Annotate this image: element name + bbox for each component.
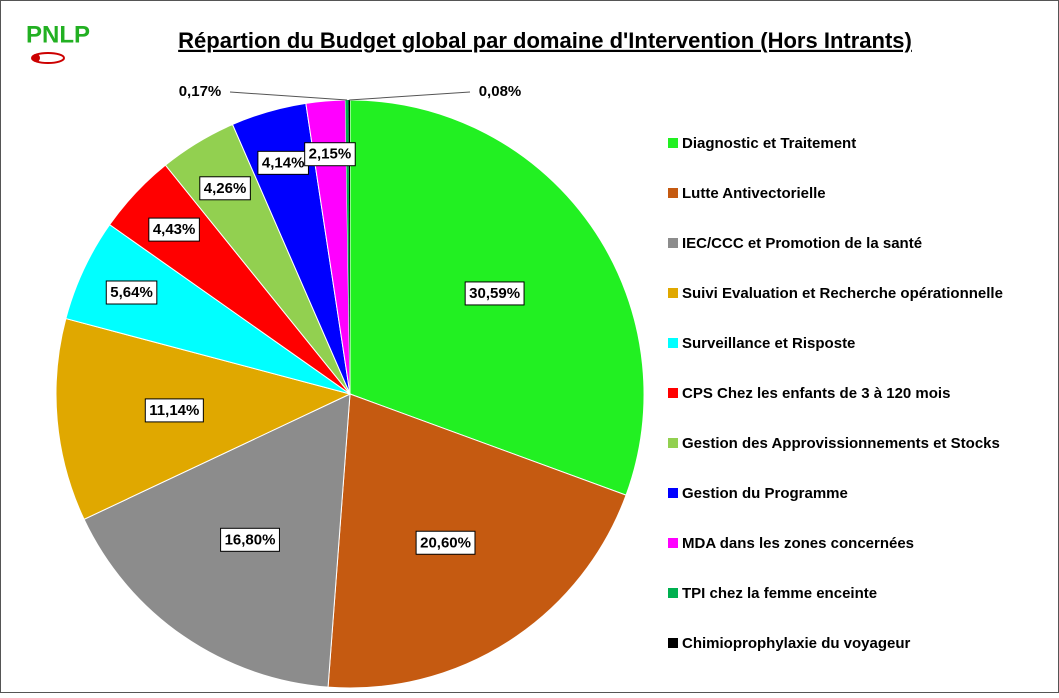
logo-dot <box>32 54 40 62</box>
label-box <box>464 281 525 306</box>
data-label: 16,80% <box>225 531 276 548</box>
data-label: 20,60% <box>420 534 471 551</box>
data-label-box: 30,59% <box>464 281 525 306</box>
legend-label: Diagnostic et Traitement <box>682 135 856 152</box>
label-box <box>415 530 476 555</box>
legend-label: Chimioprophylaxie du voyageur <box>682 635 911 652</box>
leader-line <box>349 91 471 101</box>
data-label: 0,08% <box>479 83 522 100</box>
legend-swatch <box>668 188 678 198</box>
label-box <box>144 398 204 423</box>
legend-swatch <box>668 338 678 348</box>
data-label-box: 5,64% <box>105 280 158 305</box>
pie-slice <box>348 100 350 394</box>
data-label: 4,43% <box>153 221 196 238</box>
legend-swatch <box>668 288 678 298</box>
data-label: 11,14% <box>149 402 199 419</box>
legend-swatch <box>668 538 678 548</box>
data-label-box: 20,60% <box>415 530 476 555</box>
legend-label: Surveillance et Risposte <box>682 335 855 352</box>
data-label-box: 4,14% <box>257 150 309 175</box>
legend-label: TPI chez la femme enceinte <box>682 585 877 602</box>
data-label-box: 4,26% <box>199 176 251 201</box>
data-label: 4,14% <box>262 154 305 171</box>
legend-swatch <box>668 388 678 398</box>
data-label: 2,15% <box>309 146 352 163</box>
data-label: 0,17% <box>179 83 222 100</box>
data-label: 4,26% <box>204 180 247 197</box>
data-label-box: 2,15% <box>304 142 356 167</box>
legend-label: MDA dans les zones concernées <box>682 535 914 552</box>
legend-swatch <box>668 238 678 248</box>
data-label-box: 16,80% <box>220 527 280 552</box>
label-box <box>148 217 200 242</box>
chart-title: Répartion du Budget global par domaine d… <box>178 28 912 53</box>
data-label-box: 11,14% <box>144 398 204 423</box>
logo: PNLP <box>26 21 90 48</box>
legend-label: Suivi Evaluation et Recherche opérationn… <box>682 285 1003 302</box>
legend-label: Gestion du Programme <box>682 485 848 502</box>
leader-line <box>229 91 347 101</box>
pie-slice <box>327 393 627 689</box>
data-label-box: 4,43% <box>148 217 200 242</box>
legend-label: CPS Chez les enfants de 3 à 120 mois <box>682 385 950 402</box>
pie-slice <box>83 393 351 688</box>
legend-swatch <box>668 138 678 148</box>
label-box <box>105 280 158 305</box>
legend-swatch <box>668 588 678 598</box>
legend-label: IEC/CCC et Promotion de la santé <box>682 235 922 252</box>
legend-swatch <box>668 638 678 648</box>
legend-label: Gestion des Approvissionnements et Stock… <box>682 435 1000 452</box>
label-box <box>304 142 356 167</box>
label-box <box>199 176 251 201</box>
legend-label: Lutte Antivectorielle <box>682 185 826 202</box>
pie-slice <box>345 100 350 394</box>
legend-swatch <box>668 488 678 498</box>
data-label: 30,59% <box>469 285 520 302</box>
data-label: 5,64% <box>110 284 153 301</box>
legend-swatch <box>668 438 678 448</box>
label-box <box>220 527 280 552</box>
